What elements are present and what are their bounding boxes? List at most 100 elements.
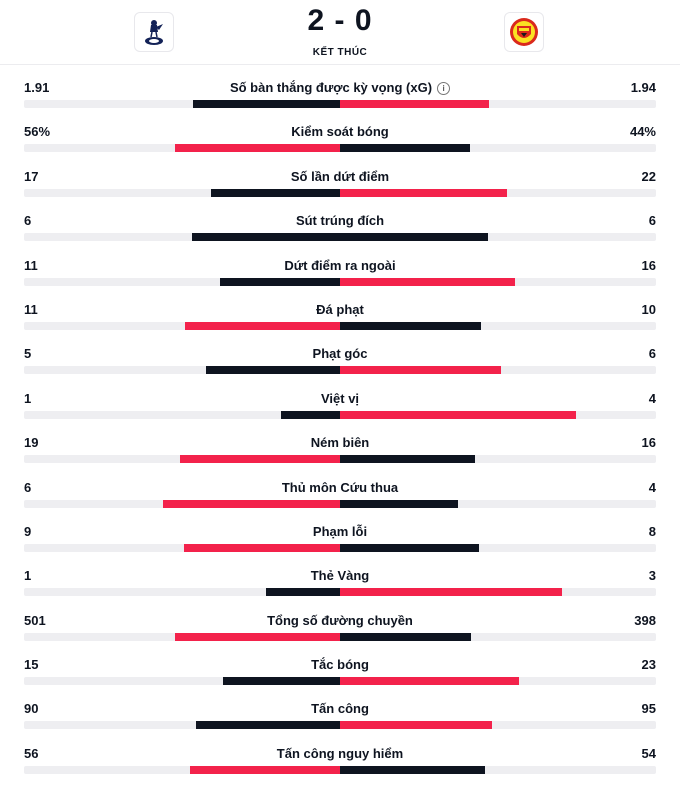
stat-away-bar	[340, 277, 516, 286]
stat-row: 11 Dứt điểm ra ngoài 16	[0, 256, 680, 300]
stat-home-bar	[266, 588, 340, 597]
stat-bar-track	[24, 455, 656, 464]
stat-label: Phạt góc	[312, 346, 368, 362]
stat-home-value: 19	[24, 435, 39, 451]
stat-away-bar	[340, 677, 519, 686]
stat-away-value: 6	[648, 213, 656, 229]
stat-away-bar	[340, 543, 480, 552]
stat-away-value: 22	[641, 168, 656, 184]
stat-label: Số lần dứt điểm	[290, 168, 390, 184]
stat-home-value: 90	[24, 701, 39, 717]
stat-label: Sút trúng đích	[295, 213, 385, 229]
stat-bar-track	[24, 588, 656, 597]
stat-home-bar	[280, 410, 340, 419]
stat-home-value: 1	[24, 390, 32, 406]
stat-row: 501 Tổng số đường chuyền 398	[0, 611, 680, 655]
stat-label: Kiểm soát bóng	[291, 124, 389, 140]
stat-label: Ném biên	[310, 435, 370, 451]
stat-label: Thẻ Vàng	[310, 568, 370, 584]
stat-values: 15 Tắc bóng 23	[0, 655, 680, 675]
stat-away-value: 4	[648, 479, 656, 495]
stat-bar-track	[24, 144, 656, 153]
stat-bar-track	[24, 233, 656, 242]
stat-home-bar	[189, 765, 340, 774]
stat-bar-track	[24, 543, 656, 552]
stat-home-bar	[175, 632, 340, 641]
stat-values: 56 Tấn công nguy hiểm 54	[0, 744, 680, 764]
stat-away-value: 16	[641, 257, 656, 273]
stat-home-bar	[185, 321, 340, 330]
stat-row: 17 Số lần dứt điểm 22	[0, 167, 680, 211]
stat-home-bar	[183, 543, 340, 552]
stat-away-bar	[340, 721, 492, 730]
stat-values: 56% Kiểm soát bóng 44%	[0, 122, 680, 142]
stat-row: 11 Đá phạt 10	[0, 300, 680, 344]
stat-values: 501 Tổng số đường chuyền 398	[0, 611, 680, 631]
stat-values: 11 Đá phạt 10	[0, 300, 680, 320]
away-team-logo[interactable]	[504, 12, 544, 52]
stat-away-bar	[340, 233, 488, 242]
stat-bar-track	[24, 499, 656, 508]
stat-home-bar	[196, 721, 340, 730]
stat-away-value: 3	[648, 568, 656, 584]
stat-away-value: 398	[634, 612, 656, 628]
stat-values: 17 Số lần dứt điểm 22	[0, 167, 680, 187]
stat-bar-track	[24, 100, 656, 108]
stat-away-value: 4	[648, 390, 656, 406]
stat-label: Tổng số đường chuyền	[267, 612, 413, 628]
stat-row: 6 Sút trúng đích 6	[0, 211, 680, 255]
stat-row: 15 Tắc bóng 23	[0, 655, 680, 699]
stat-values: 6 Thủ môn Cứu thua 4	[0, 478, 680, 498]
match-status: KẾT THÚC	[312, 47, 368, 58]
stat-row: 6 Thủ môn Cứu thua 4	[0, 478, 680, 522]
stat-home-value: 6	[24, 479, 32, 495]
home-team-logo[interactable]	[134, 12, 174, 52]
stat-away-bar	[340, 410, 577, 419]
stat-home-value: 501	[24, 612, 46, 628]
stat-values: 11 Dứt điểm ra ngoài 16	[0, 256, 680, 276]
stat-away-bar	[340, 455, 476, 464]
stat-bar-track	[24, 765, 656, 774]
stat-away-bar	[340, 100, 489, 108]
header-divider	[0, 64, 680, 65]
stat-label: Đá phạt	[316, 301, 364, 317]
stat-row: 56% Kiểm soát bóng 44%	[0, 122, 680, 166]
tottenham-cockerel-icon	[145, 20, 163, 45]
stat-home-value: 5	[24, 346, 32, 362]
stat-home-bar	[219, 277, 340, 286]
stat-away-bar	[340, 765, 486, 774]
stat-label: Việt vị	[320, 390, 360, 406]
stat-home-bar	[162, 499, 340, 508]
stat-home-bar	[223, 677, 340, 686]
stat-home-bar	[179, 455, 340, 464]
stat-label: Số bàn thắng được kỳ vọng (xG) i	[0, 80, 680, 95]
stat-home-bar	[205, 366, 340, 375]
stat-away-value: 1.94	[630, 80, 656, 95]
stat-values: 1.91 Số bàn thắng được kỳ vọng (xG) i 1.94	[0, 78, 680, 98]
stat-label: Dứt điểm ra ngoài	[284, 257, 396, 273]
stat-values: 1 Việt vị 4	[0, 389, 680, 409]
stat-away-value: 6	[648, 346, 656, 362]
stat-bar-track	[24, 277, 656, 286]
stats-list: 1.91 Số bàn thắng được kỳ vọng (xG) i 1.94 5…	[0, 78, 680, 788]
stat-bar-track	[24, 632, 656, 641]
stat-values: 9 Phạm lỗi 8	[0, 522, 680, 542]
stat-away-bar	[340, 321, 481, 330]
stat-home-value: 6	[24, 213, 32, 229]
stat-away-value: 10	[641, 301, 656, 317]
stat-away-value: 16	[641, 435, 656, 451]
info-icon[interactable]: i	[437, 82, 451, 95]
match-score: 2 - 0	[307, 4, 373, 37]
stat-away-bar	[340, 588, 562, 597]
stat-bar-track	[24, 410, 656, 419]
stat-home-value: 9	[24, 523, 32, 539]
stat-home-value: 17	[24, 168, 39, 184]
stat-away-value: 23	[641, 657, 656, 673]
stat-bar-track	[24, 366, 656, 375]
stat-row: 19 Ném biên 16	[0, 433, 680, 477]
stat-row: 90 Tấn công 95	[0, 699, 680, 743]
stat-home-value: 1	[24, 568, 32, 584]
stat-bar-track	[24, 188, 656, 197]
stat-home-value: 1.91	[24, 80, 50, 95]
stat-home-value: 15	[24, 657, 39, 673]
